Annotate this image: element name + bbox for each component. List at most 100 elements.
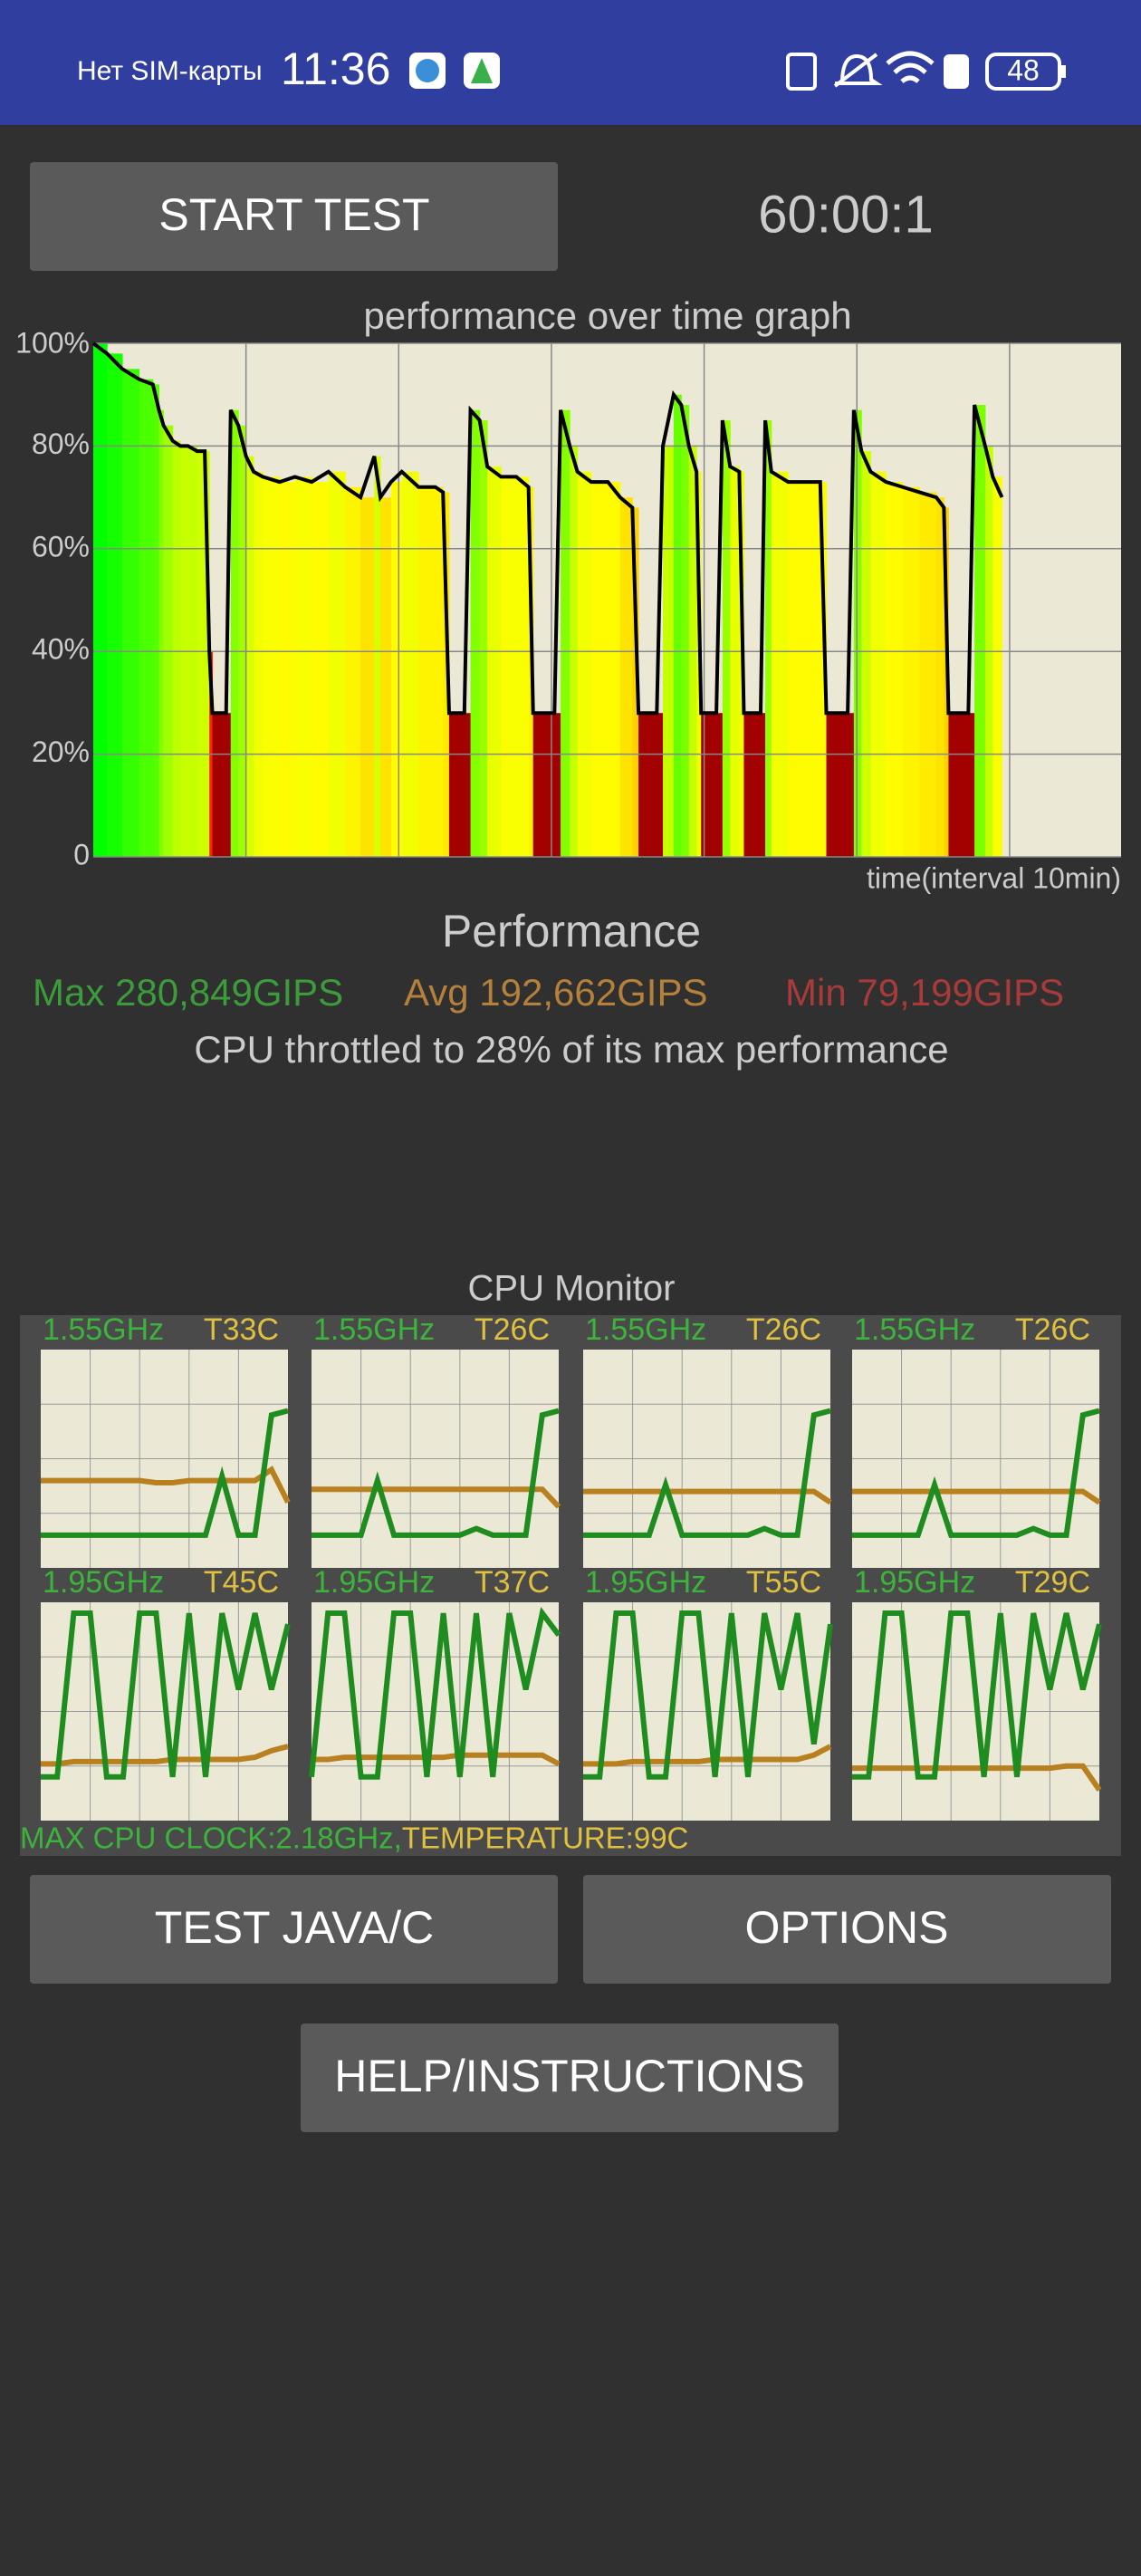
cpu-monitor-title: CPU Monitor	[468, 1269, 676, 1309]
area-segment	[374, 456, 381, 857]
core-temperature: T45C	[204, 1565, 279, 1600]
clock: 11:36	[281, 43, 390, 94]
area-segment	[804, 482, 821, 857]
area-segment	[470, 409, 481, 857]
carrier: Нет SIM-карты	[77, 56, 263, 86]
area-segment	[948, 713, 969, 857]
area-segment	[826, 713, 849, 857]
area-segment	[435, 486, 444, 857]
min-performance: Min 79,199GIPS	[785, 971, 1064, 1014]
area-segment	[360, 497, 375, 857]
area-segment	[238, 425, 247, 857]
area-segment	[886, 482, 904, 857]
area-segment	[853, 409, 862, 857]
max-temperature: TEMPERATURE:99C	[402, 1821, 689, 1855]
performance-title: Performance	[442, 906, 701, 956]
area-segment	[205, 451, 210, 857]
y-tick-label: 80%	[32, 428, 90, 460]
area-segment	[487, 466, 502, 857]
area-segment	[464, 713, 472, 857]
area-segment	[561, 409, 570, 857]
area-segment	[743, 713, 762, 857]
area-segment	[516, 476, 530, 857]
core-freq-line	[583, 1408, 831, 1538]
button-label: OPTIONS	[744, 1902, 948, 1953]
area-segment	[919, 492, 937, 857]
battery-level: 48	[1007, 53, 1040, 86]
area-segment	[870, 471, 887, 857]
core-frequency: 1.95GHz	[854, 1565, 975, 1600]
area-segment	[390, 482, 403, 857]
core-freq-line	[41, 1610, 291, 1780]
area-segment	[681, 405, 690, 857]
core-temp-line	[583, 1488, 832, 1505]
core-temperature: T33C	[204, 1312, 279, 1347]
core-frequency: 1.55GHz	[854, 1312, 975, 1347]
core-frequency: 1.55GHz	[313, 1312, 435, 1347]
area-segment	[861, 451, 871, 857]
test-button[interactable]: TEST JAVA/C	[30, 1875, 558, 1984]
app-icon-glyph	[471, 58, 493, 83]
cores: 1.55GHz T33C 1.55GHz T26C 1.55GHz T26C 1.55GHz…	[41, 1312, 1102, 1821]
start-button[interactable]: START TEST	[30, 162, 558, 271]
area-segment	[122, 369, 140, 858]
throttle-note: CPU throttled to 28% of its max performa…	[194, 1028, 948, 1071]
area-segment	[771, 471, 789, 857]
button-bg	[30, 162, 558, 271]
button-label: HELP/INSTRUCTIONS	[334, 2051, 805, 2101]
max-performance: Max 280,849GIPS	[33, 971, 343, 1014]
area-segment	[848, 713, 855, 857]
battery-outline	[985, 53, 1061, 91]
area-segment	[245, 456, 254, 857]
core-frequency: 1.55GHz	[43, 1312, 164, 1347]
area-segment	[225, 713, 232, 857]
alert-icon	[944, 54, 969, 89]
area-segment	[263, 476, 281, 857]
core-temp-line	[41, 1744, 289, 1767]
plot: 0 20% 40% 60% 80% 100%	[15, 326, 1121, 870]
core-temp-line	[312, 1486, 561, 1509]
area-segment	[139, 379, 154, 857]
area-segment	[448, 713, 465, 857]
area-segment	[730, 466, 740, 857]
core-freq-line	[309, 1607, 561, 1780]
avg-performance: Avg 192,662GIPS	[404, 971, 707, 1014]
core-freq-line	[852, 1610, 1102, 1780]
y-tick-label: 0	[73, 838, 90, 870]
area-segment	[380, 497, 392, 857]
core-temp-line	[852, 1488, 1101, 1505]
area-segment	[974, 405, 986, 857]
area-segment	[230, 409, 239, 857]
core-frequency: 1.95GHz	[313, 1565, 435, 1600]
area-segment	[93, 343, 108, 857]
button-label: START TEST	[158, 189, 429, 240]
area-segment	[418, 486, 436, 857]
core-frequency: 1.95GHz	[585, 1565, 706, 1600]
area-segment	[163, 425, 174, 857]
area-segment	[760, 713, 766, 857]
area-segment	[902, 486, 920, 857]
area-segment	[107, 353, 123, 858]
area-segment	[590, 482, 609, 857]
area-segment	[501, 476, 517, 857]
area-segment	[788, 482, 806, 857]
area-segment	[152, 384, 160, 857]
area-segment	[401, 471, 419, 857]
area-segment	[479, 420, 488, 857]
help-button[interactable]: HELP/INSTRUCTIONS	[301, 2023, 839, 2132]
y-tick-label: 60%	[32, 530, 90, 562]
core-freq-line	[852, 1408, 1100, 1538]
core-frequency: 1.95GHz	[43, 1565, 164, 1600]
options-button[interactable]: OPTIONS	[583, 1875, 1111, 1984]
area-segment	[632, 507, 639, 857]
core-temp-line	[41, 1466, 291, 1504]
core-freq-line	[312, 1408, 560, 1538]
button-bg	[30, 1875, 558, 1984]
area-segment	[673, 394, 682, 857]
button-label: TEST JAVA/C	[155, 1902, 434, 1953]
battery-tip	[1061, 65, 1066, 78]
area-segment	[172, 440, 181, 857]
area-segment	[328, 471, 346, 857]
area-segment	[716, 713, 724, 857]
